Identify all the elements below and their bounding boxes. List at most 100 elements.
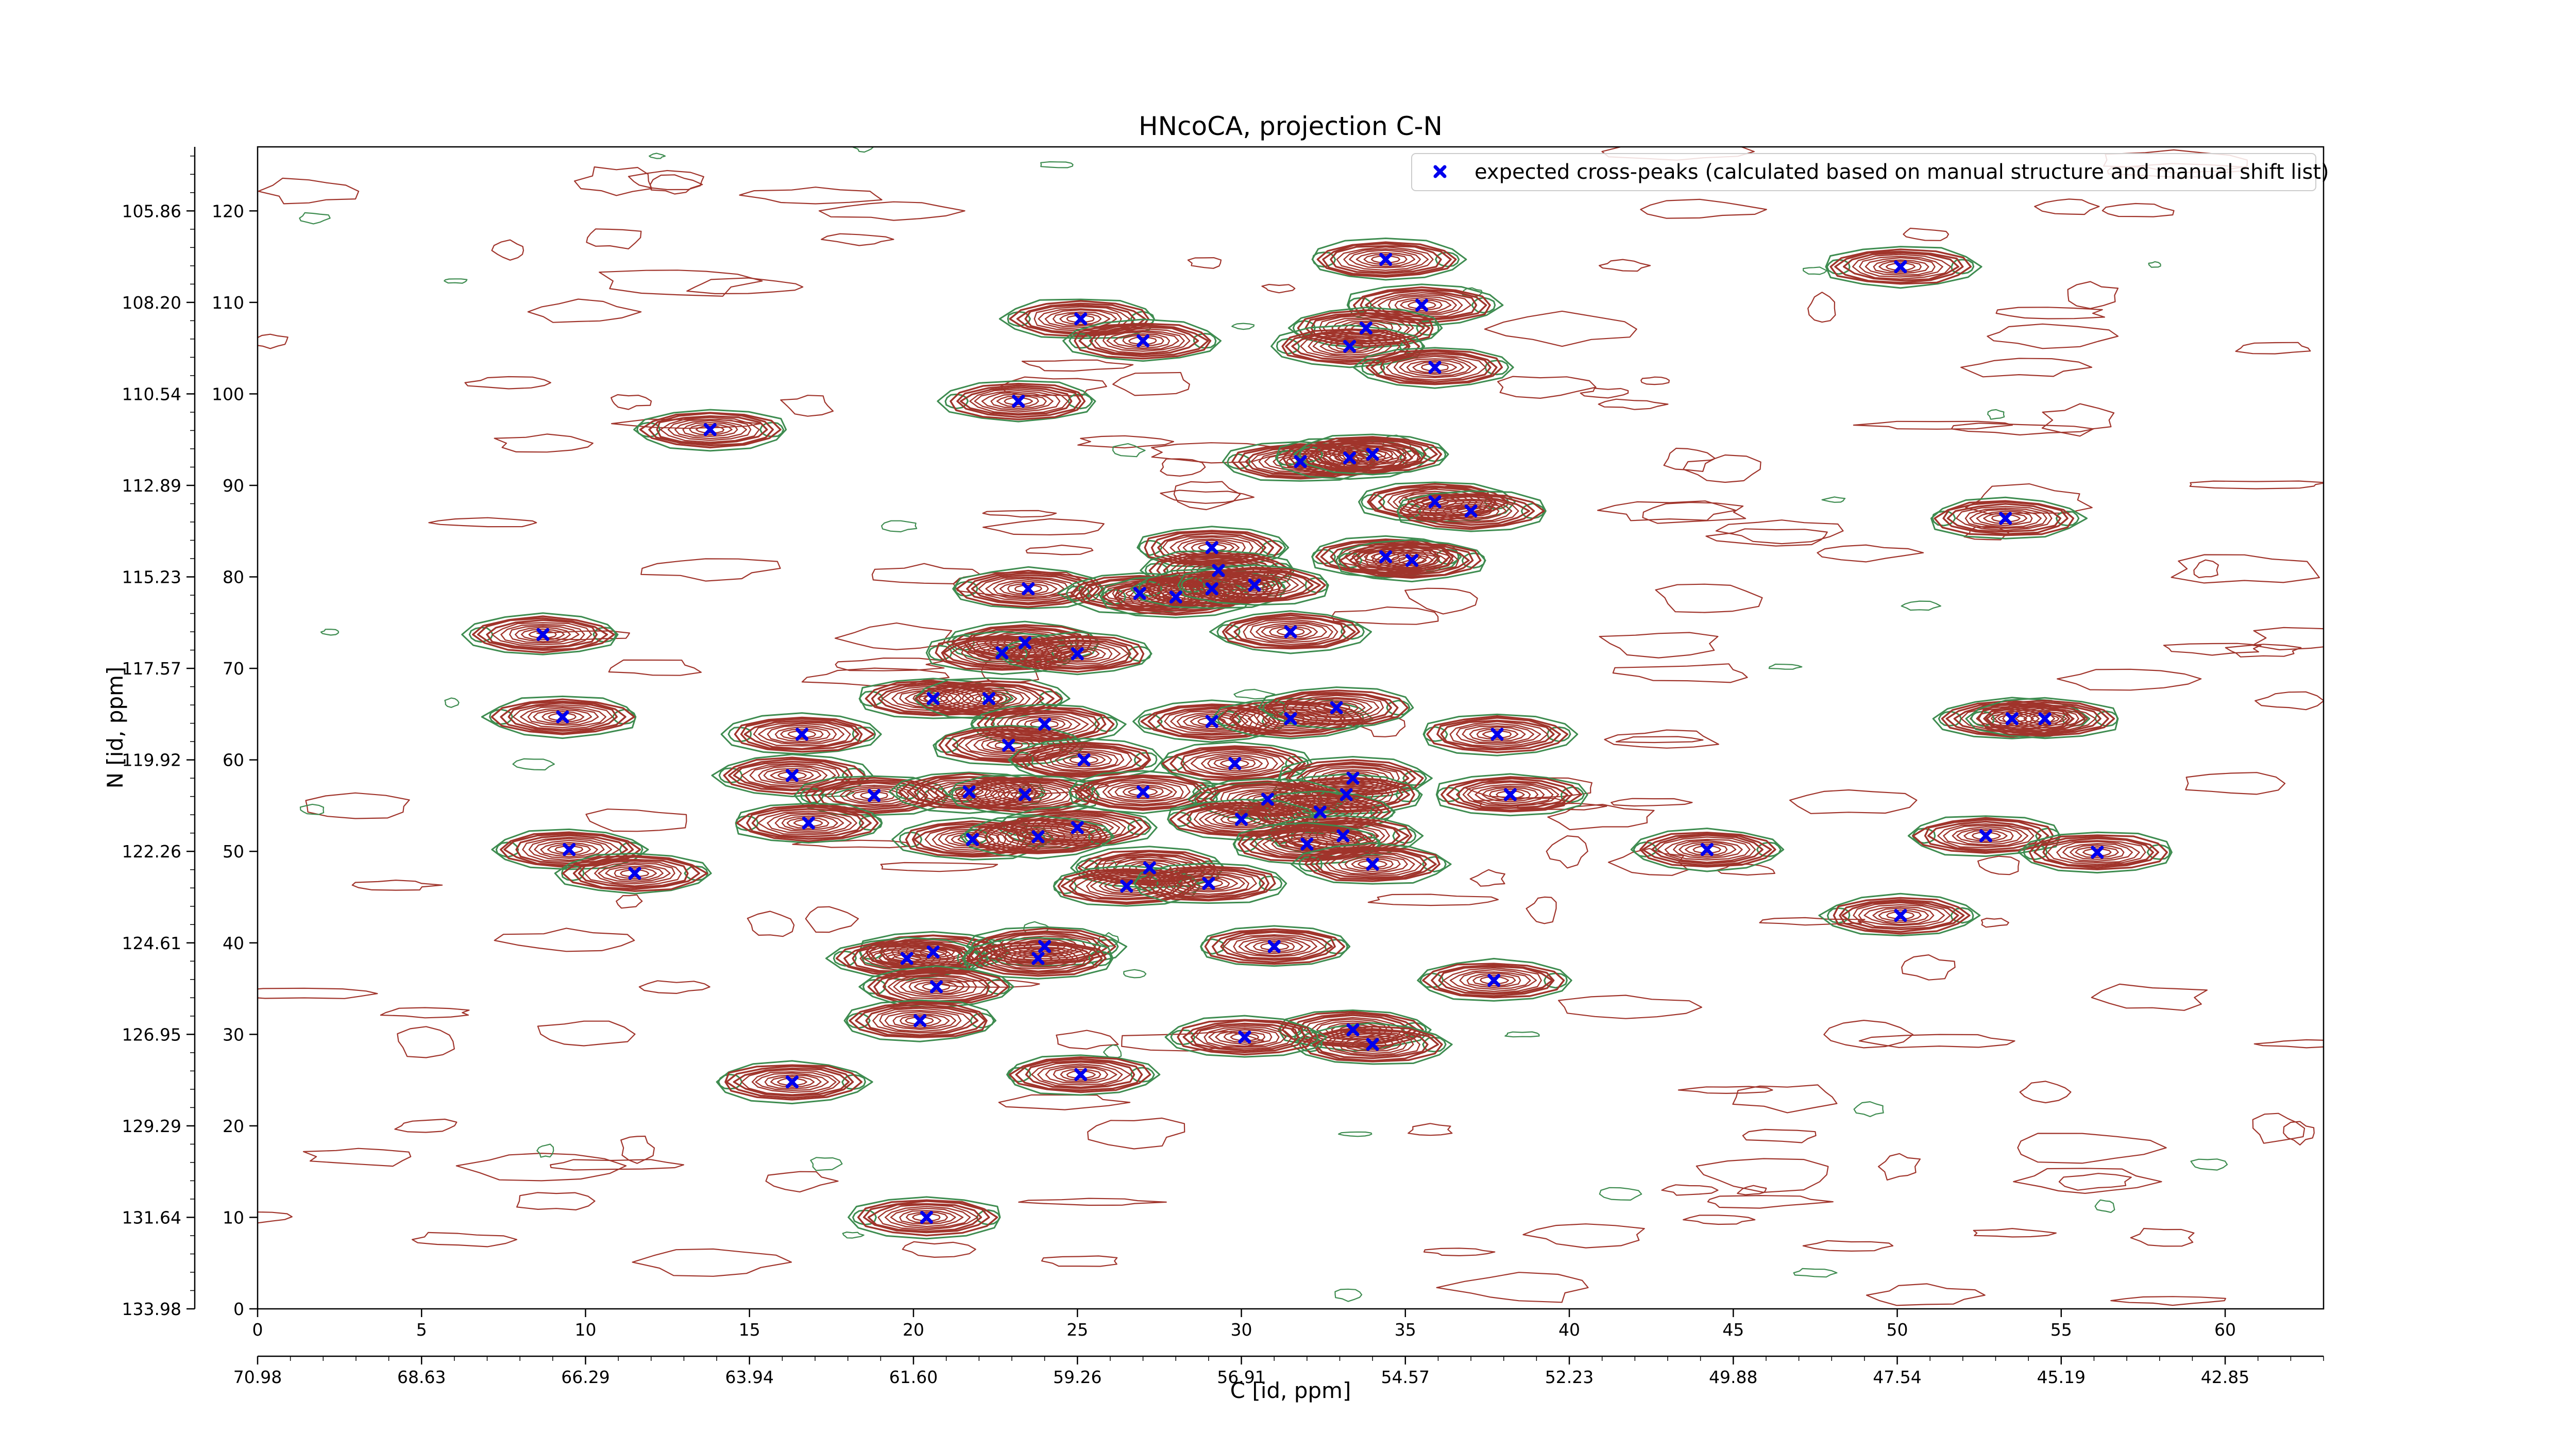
cross-peak-marker xyxy=(786,1075,799,1089)
x-axis-ppm: 70.98 68.63 66.29 63.94 61.60 59.26 56.91 54.57… xyxy=(233,1355,2324,1387)
cross-peak-marker xyxy=(1038,717,1052,731)
positive-peak-contour xyxy=(860,791,888,800)
positive-peak-contour xyxy=(1094,328,1191,354)
positive-peak-contour xyxy=(974,390,1061,413)
positive-peak-contour xyxy=(1180,748,1294,779)
noise-contour xyxy=(880,862,998,872)
y-tick-label: 120 xyxy=(212,201,244,221)
positive-peak-contour xyxy=(562,855,708,892)
positive-peak-contour xyxy=(1692,845,1721,854)
positive-peak-contour xyxy=(500,624,585,646)
positive-peak-contour xyxy=(1859,256,1943,278)
noise-contour xyxy=(586,228,642,249)
positive-peak-contour xyxy=(753,722,851,747)
positive-peak-contour xyxy=(1084,776,1202,807)
noise-contour xyxy=(2110,1296,2226,1306)
negative-peak-contour xyxy=(1007,1054,1161,1096)
positive-peak-contour xyxy=(1066,1070,1096,1079)
positive-peak-contour xyxy=(1045,1065,1117,1084)
cross-peak-marker xyxy=(1137,334,1150,347)
positive-peak-contour xyxy=(1393,491,1478,514)
peak-contour-group xyxy=(1311,238,1467,281)
noise-contour xyxy=(1021,359,1134,372)
positive-peak-contour xyxy=(1332,443,1416,466)
positive-peak-contour xyxy=(528,630,557,639)
positive-peak-contour xyxy=(1256,622,1327,642)
cross-peak-marker xyxy=(1464,504,1478,518)
noise-contour xyxy=(1497,376,1597,399)
positive-peak-contour xyxy=(818,781,928,811)
negative-peak-contour xyxy=(1544,972,1568,989)
legend-marker-glyph xyxy=(1433,165,1447,178)
positive-peak-contour xyxy=(1055,647,1100,660)
positive-peak-contour xyxy=(1313,1030,1429,1059)
positive-peak-contour xyxy=(490,698,635,735)
noise-contour xyxy=(2019,1081,2072,1104)
cross-peak-marker xyxy=(1022,582,1035,596)
noise-contour xyxy=(1558,995,1702,1019)
negative-peak-contour xyxy=(1630,828,1785,872)
peak-contour-group xyxy=(1008,737,1164,782)
positive-peak-contour xyxy=(594,862,675,885)
cross-peak-marker xyxy=(1031,830,1045,844)
cross-peak-marker xyxy=(966,833,979,846)
positive-peak-contour xyxy=(1886,911,1915,920)
negative-noise-contour xyxy=(1901,600,1941,611)
noise-contour xyxy=(998,1094,1131,1110)
noise-contour xyxy=(1995,307,2105,319)
x-tick-label: 10 xyxy=(575,1320,597,1340)
positive-peak-contour xyxy=(1388,295,1457,315)
positive-peak-contour xyxy=(893,975,977,998)
positive-peak-contour xyxy=(512,704,614,730)
positive-peak-contour xyxy=(1300,333,1401,359)
positive-peak-contour xyxy=(2042,837,2154,867)
noise-contour xyxy=(397,1026,455,1058)
positive-peak-contour xyxy=(1016,302,1146,336)
positive-peak-contour xyxy=(1384,552,1440,568)
negative-noise-contour xyxy=(1504,1031,1540,1038)
positive-peak-contour xyxy=(1466,972,1521,988)
negative-peak-contour xyxy=(1386,699,1411,716)
positive-peak-contour xyxy=(1952,826,2022,846)
cross-peak-marker xyxy=(1031,952,1045,965)
positive-peak-contour xyxy=(674,420,748,440)
y-ppm-tick-label: 110.54 xyxy=(122,384,181,404)
noise-contour xyxy=(2235,342,2311,355)
positive-peak-contour xyxy=(1199,808,1282,831)
positive-peak-contour xyxy=(984,822,1094,852)
positive-peak-contour xyxy=(1302,436,1443,473)
positive-peak-contour xyxy=(1994,706,2096,732)
negative-peak-contour xyxy=(1352,347,1514,389)
noise-contour xyxy=(380,1007,470,1019)
cross-peak-marker xyxy=(1012,395,1025,408)
positive-peak-contour xyxy=(521,628,565,641)
positive-peak-contour xyxy=(1188,877,1230,889)
cross-peak-marker xyxy=(920,1210,933,1224)
positive-peak-contour xyxy=(1173,873,1245,892)
positive-peak-contour xyxy=(741,1069,841,1096)
negative-peak-contour xyxy=(1160,755,1185,771)
noise-contour xyxy=(640,558,781,582)
positive-peak-contour xyxy=(656,415,768,445)
positive-peak-contour xyxy=(1201,753,1269,773)
noise-contour xyxy=(1853,420,2013,430)
positive-peak-contour xyxy=(1971,832,2001,840)
positive-peak-contour xyxy=(865,1006,979,1036)
noise-contour xyxy=(1858,1034,2015,1048)
noise-contour xyxy=(2225,644,2302,658)
positive-peak-contour xyxy=(1475,785,1545,804)
noise-contour xyxy=(1408,1123,1453,1136)
positive-peak-contour xyxy=(1467,784,1554,806)
cross-peak-marker xyxy=(1379,252,1393,266)
positive-peak-contour xyxy=(979,943,1095,973)
noise-contour xyxy=(792,839,911,849)
positive-peak-contour xyxy=(751,808,865,838)
positive-peak-contour xyxy=(1833,897,1971,935)
positive-peak-contour xyxy=(978,576,1079,601)
positive-peak-contour xyxy=(1004,827,1074,846)
negative-peak-contour xyxy=(858,965,1014,1009)
positive-peak-contour xyxy=(1010,790,1040,799)
negative-peak-contour xyxy=(1164,1015,1328,1058)
cross-peak-marker xyxy=(1238,1031,1251,1044)
cross-peak-marker xyxy=(1235,813,1248,826)
